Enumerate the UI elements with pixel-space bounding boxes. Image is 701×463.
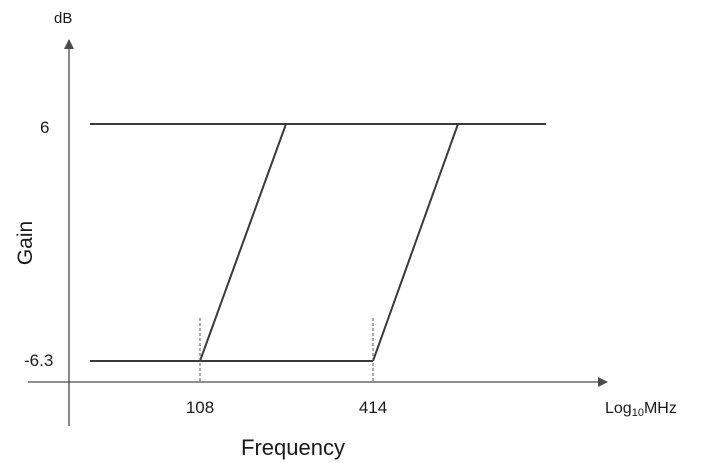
first-transition-slope [199,123,287,362]
x-axis-unit-tail: MHz [644,400,677,417]
x-axis-unit-base: Log [605,400,632,417]
y-tick-6: 6 [40,118,49,137]
x-tick-414: 414 [359,398,387,417]
y-axis-unit: dB [54,10,72,27]
y-axis-title: Gain [14,221,37,265]
x-axis-unit: Log10MHz [605,400,677,419]
x-axis-title: Frequency [241,435,345,460]
y-tick-minus-6-3: -6.3 [24,351,53,370]
x-tick-108: 108 [186,398,214,417]
x-axis-unit-subscript: 10 [632,407,644,419]
second-transition-slope [372,123,459,362]
